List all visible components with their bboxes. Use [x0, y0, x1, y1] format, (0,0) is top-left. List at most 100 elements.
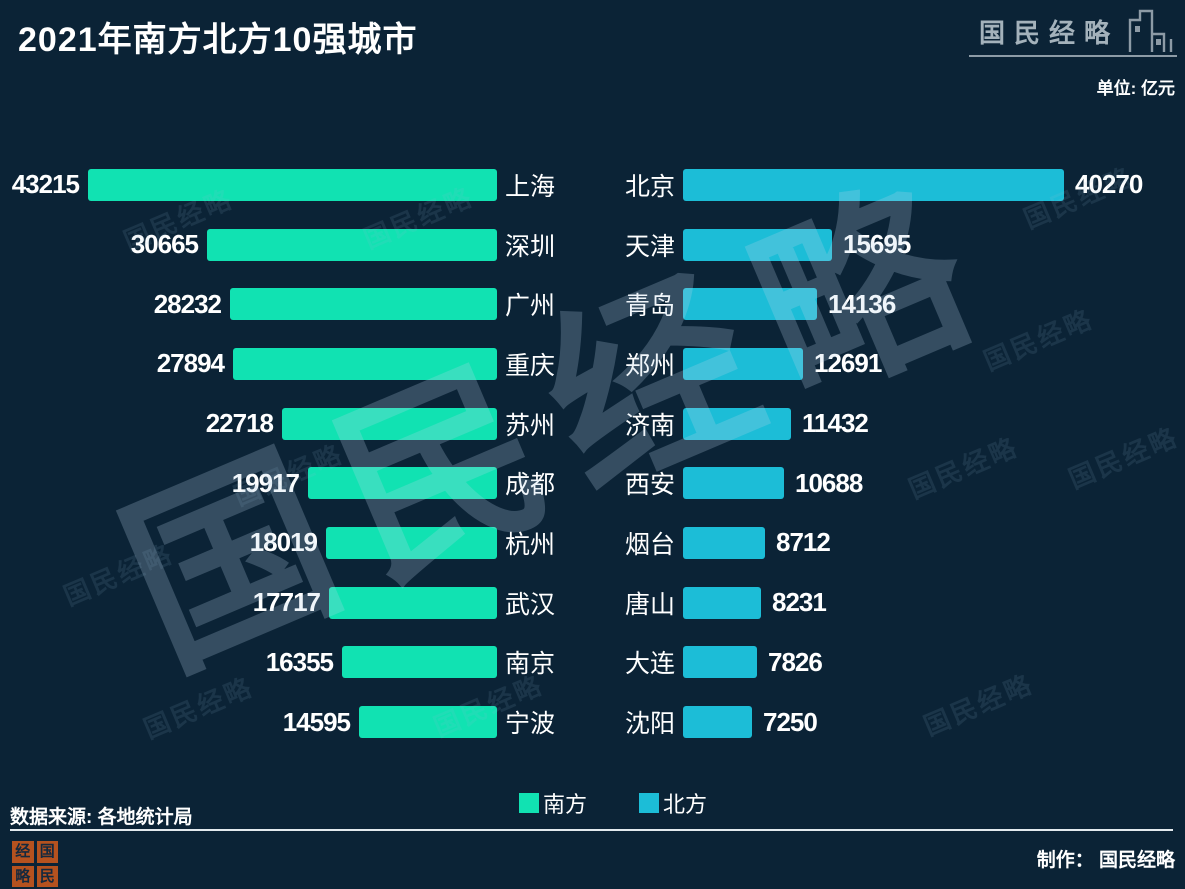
bar-row: 西安 10688	[612, 453, 1185, 513]
seal-character: 民	[36, 865, 58, 887]
seal-character: 经	[12, 841, 34, 863]
brand-logo: 国民经略	[969, 8, 1177, 57]
value-label: 11432	[802, 408, 869, 439]
south-bar	[326, 526, 497, 559]
city-label: 天津	[625, 232, 676, 261]
south-bar	[230, 288, 497, 321]
seal-character: 略	[12, 865, 34, 887]
bar-row: 北京 40270	[612, 155, 1185, 215]
city-label: 北京	[625, 172, 676, 201]
value-label: 12691	[814, 348, 882, 379]
city-label: 大连	[625, 650, 676, 679]
city-label: 唐山	[625, 590, 676, 619]
city-label: 烟台	[625, 530, 676, 559]
legend-label-north: 北方	[663, 792, 708, 817]
south-bars-column: 43215 上海 30665 深圳 28232 广州 27894 重庆 22718 苏州 19917…	[0, 155, 560, 752]
city-label: 沈阳	[625, 710, 676, 739]
bar-row: 天津 15695	[612, 215, 1185, 275]
north-bar	[683, 467, 784, 500]
south-bar	[233, 347, 497, 380]
south-bar	[88, 168, 497, 201]
city-label: 广州	[505, 292, 556, 321]
value-label: 7826	[768, 646, 823, 677]
value-label: 17717	[252, 587, 321, 618]
value-label: 22718	[205, 408, 274, 439]
bar-row: 30665 深圳	[0, 215, 560, 275]
legend-swatch-north	[639, 793, 660, 813]
north-bar	[683, 407, 791, 440]
city-label: 杭州	[505, 530, 556, 559]
city-label: 上海	[505, 172, 556, 201]
north-bar	[683, 706, 752, 739]
bar-row: 19917 成都	[0, 453, 560, 513]
south-bar	[342, 646, 497, 679]
bar-row: 18019 杭州	[0, 513, 560, 573]
city-label: 西安	[625, 471, 676, 500]
bar-row: 16355 南京	[0, 633, 560, 693]
chart-title: 2021年南方北方10强城市	[18, 21, 418, 59]
south-bar	[282, 407, 497, 440]
city-label: 济南	[625, 411, 676, 440]
value-label: 7250	[763, 706, 818, 737]
bar-row: 青岛 14136	[612, 274, 1185, 334]
legend-label-south: 南方	[543, 792, 588, 817]
south-bar	[359, 706, 497, 739]
value-label: 10688	[795, 467, 863, 498]
data-source-label: 数据来源: 各地统计局	[10, 807, 193, 828]
city-label: 郑州	[625, 351, 676, 380]
bar-row: 唐山 8231	[612, 573, 1185, 633]
credit-label: 制作： 国民经略	[1036, 850, 1175, 871]
south-bar	[329, 586, 497, 619]
value-label: 8712	[776, 527, 831, 558]
value-label: 14136	[828, 288, 896, 319]
seal-character: 国	[36, 841, 58, 863]
city-label: 南京	[505, 650, 556, 679]
value-label: 19917	[231, 467, 300, 498]
value-label: 28232	[153, 288, 222, 319]
bar-row: 烟台 8712	[612, 513, 1185, 573]
footer-divider	[10, 829, 1173, 831]
north-bar	[683, 168, 1064, 201]
bar-row: 大连 7826	[612, 633, 1185, 693]
legend-swatch-south	[519, 793, 539, 813]
bar-row: 28232 广州	[0, 274, 560, 334]
north-bar	[683, 288, 817, 321]
north-bars-column: 北京 40270 天津 15695 青岛 14136 郑州 12691 济南 11432 西安 106…	[612, 155, 1185, 752]
brand-seal: 经国略民	[12, 841, 58, 887]
bar-row: 济南 11432	[612, 394, 1185, 454]
city-label: 重庆	[505, 351, 556, 380]
bar-row: 沈阳 7250	[612, 692, 1185, 752]
value-label: 16355	[265, 646, 334, 677]
city-label: 武汉	[505, 590, 556, 619]
value-label: 15695	[843, 229, 911, 260]
legend: 南方 北方	[519, 787, 707, 819]
value-label: 14595	[282, 706, 351, 737]
unit-label: 单位: 亿元	[1096, 79, 1175, 98]
brand-logo-text: 国民经略	[978, 18, 1119, 49]
value-label: 43215	[11, 169, 80, 200]
bar-row: 22718 苏州	[0, 394, 560, 454]
city-label: 青岛	[625, 292, 676, 321]
north-bar	[683, 228, 832, 261]
bar-row: 27894 重庆	[0, 334, 560, 394]
north-bar	[683, 586, 761, 619]
city-label: 宁波	[505, 710, 556, 739]
south-bar	[207, 228, 497, 261]
city-label: 成都	[505, 471, 556, 500]
value-label: 18019	[249, 527, 318, 558]
city-skyline-icon	[1128, 9, 1173, 52]
city-label: 深圳	[505, 232, 556, 261]
bar-row: 郑州 12691	[612, 334, 1185, 394]
value-label: 27894	[156, 348, 225, 379]
south-bar	[308, 467, 497, 500]
north-bar	[683, 347, 803, 380]
value-label: 40270	[1075, 169, 1143, 200]
north-bar	[683, 646, 757, 679]
bar-row: 43215 上海	[0, 155, 560, 215]
value-label: 8231	[772, 587, 827, 618]
bar-row: 14595 宁波	[0, 692, 560, 752]
value-label: 30665	[130, 229, 199, 260]
bar-row: 17717 武汉	[0, 573, 560, 633]
city-label: 苏州	[505, 411, 556, 440]
